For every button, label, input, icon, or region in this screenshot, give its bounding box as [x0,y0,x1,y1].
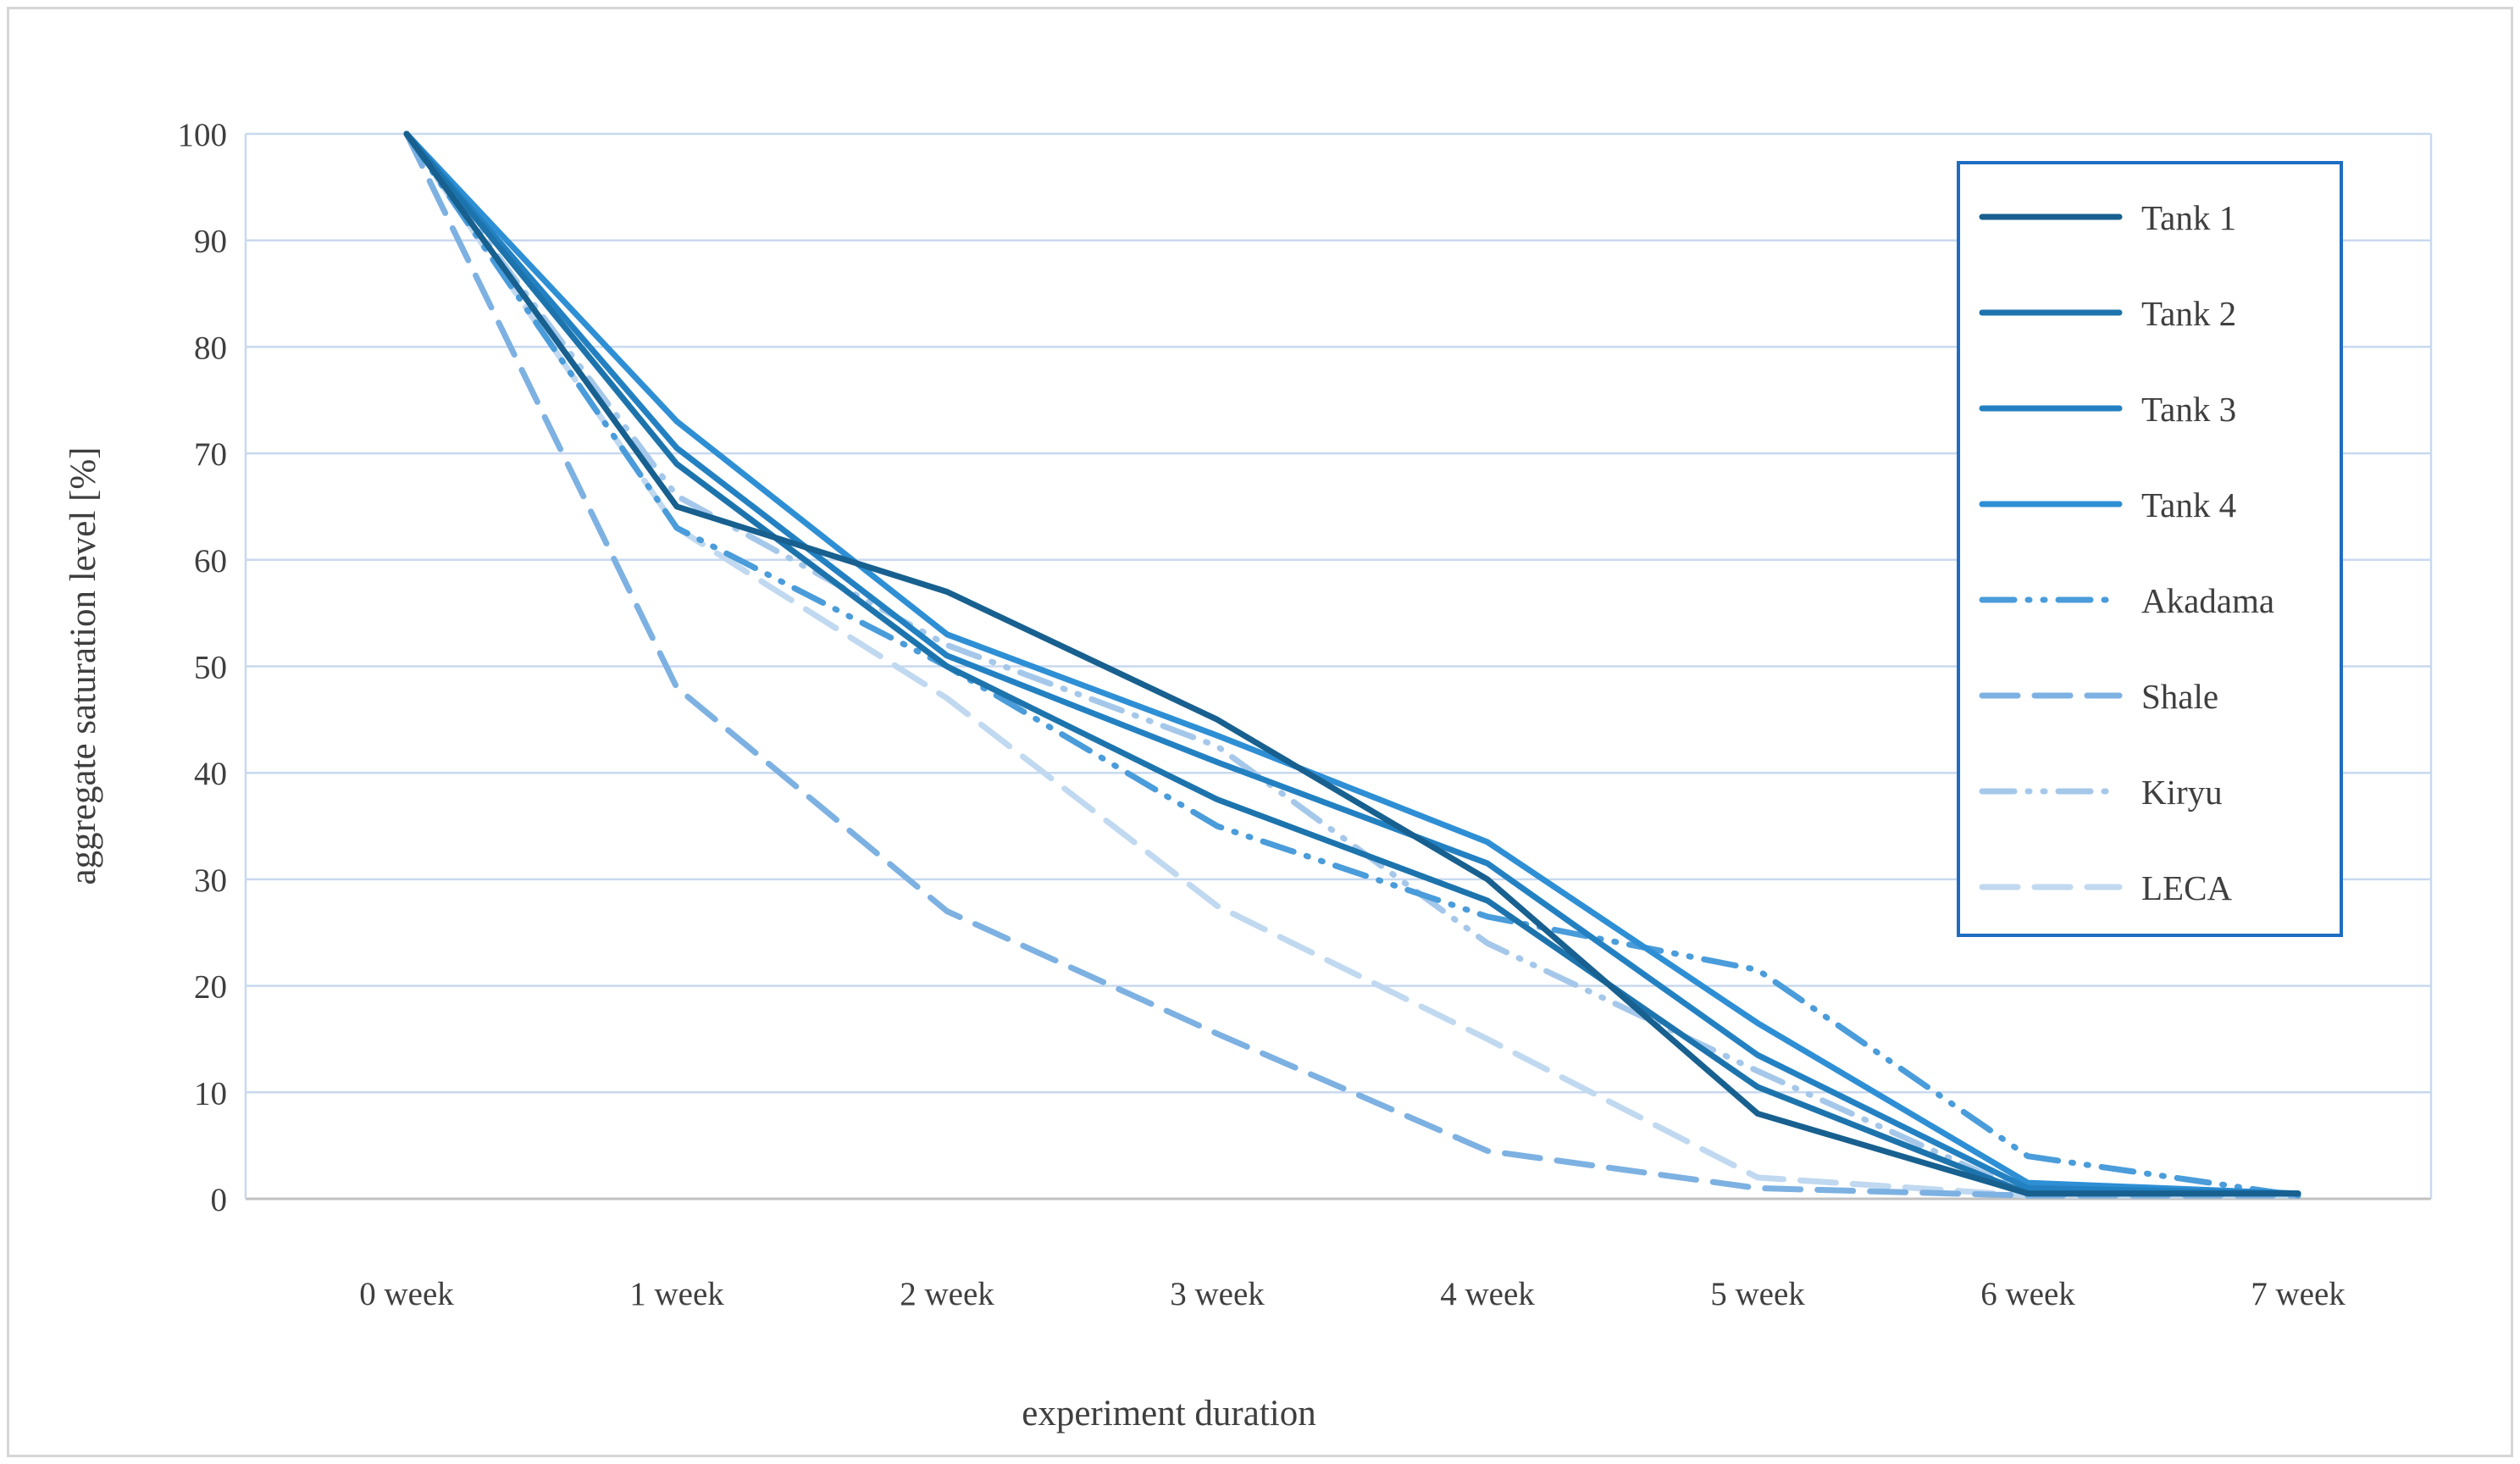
y-axis-title: aggregate saturation level [%] [64,447,103,885]
legend-label-shale: Shale [2141,677,2218,716]
legend: Tank 1 Tank 2 Tank 3 Tank 4 Akadama Shale Kiry… [1957,161,2343,937]
series-line-tank-2 [403,130,2301,1197]
series-lines [403,130,2301,1199]
x-tick-label: 1 week [629,1276,724,1312]
x-tick-label: 6 week [1980,1276,2075,1312]
y-tick-label: 60 [194,543,227,580]
series-line-akadama [403,130,2301,1199]
legend-label-leca: LECA [2141,868,2232,907]
legend-label-tank-1: Tank 1 [2141,198,2236,237]
x-tick-label: 7 week [2251,1276,2346,1312]
y-tick-label: 80 [194,330,227,366]
y-tick-label: 10 [194,1075,227,1112]
y-tick-label: 20 [194,969,227,1006]
y-axis-ticks: 0 10 20 30 40 50 60 70 80 90 100 [178,117,228,1218]
legend-label-tank-2: Tank 2 [2141,294,2236,333]
x-tick-label: 3 week [1170,1276,1265,1312]
y-tick-label: 50 [194,650,227,686]
y-tick-label: 100 [178,117,228,153]
legend-label-kiryu: Kiryu [2141,773,2223,812]
x-tick-label: 0 week [359,1276,454,1312]
x-tick-label: 5 week [1710,1276,1805,1312]
y-tick-label: 30 [194,862,227,899]
series-line-shale [403,130,2301,1199]
y-tick-label: 70 [194,436,227,473]
series-line-tank-3 [403,130,2301,1197]
x-axis-ticks: 0 week 1 week 2 week 3 week 4 week 5 week 6 we… [359,1276,2346,1312]
figure-border [7,7,2513,1457]
series-line-tank-4 [403,130,2301,1197]
y-tick-label: 40 [194,756,227,792]
x-axis-title: experiment duration [1022,1394,1315,1434]
legend-label-tank-4: Tank 4 [2141,485,2236,524]
y-tick-label: 0 [211,1182,228,1218]
legend-box [1957,161,2343,937]
y-tick-label: 90 [194,224,227,260]
series-line-tank-1 [403,130,2301,1197]
x-tick-label: 4 week [1440,1276,1535,1312]
legend-label-akadama: Akadama [2141,581,2274,620]
x-tick-label: 2 week [900,1276,994,1312]
legend-label-tank-3: Tank 3 [2141,390,2236,429]
